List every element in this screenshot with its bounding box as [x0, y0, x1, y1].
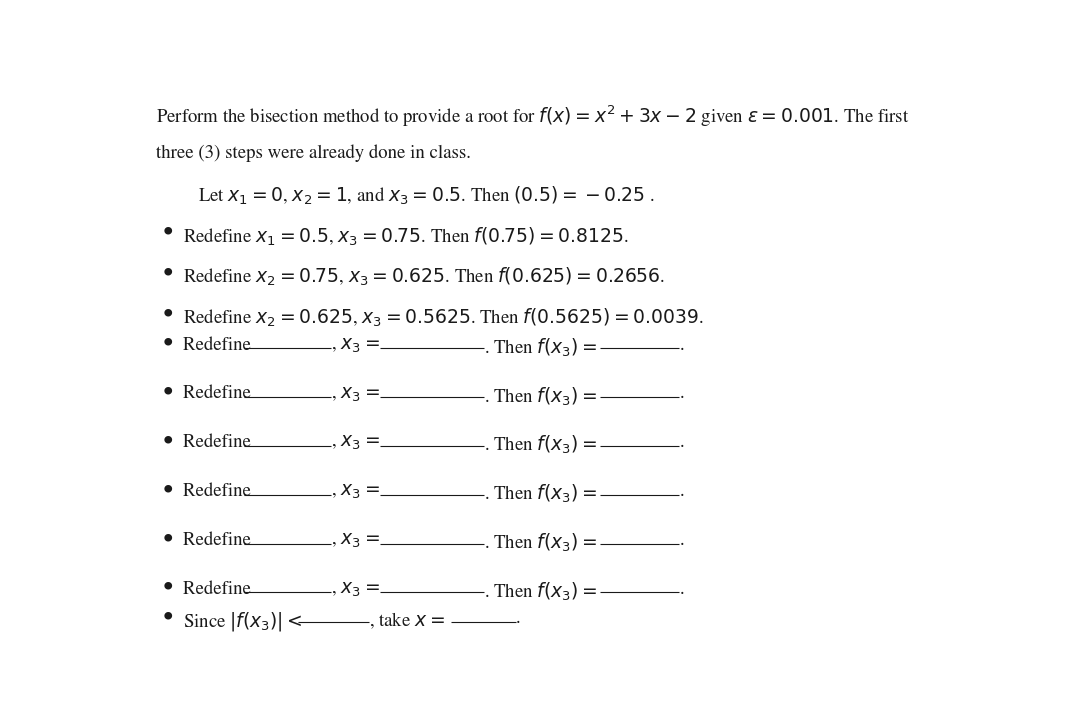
Text: Redefine: Redefine — [183, 337, 256, 353]
Text: Redefine: Redefine — [183, 581, 256, 598]
Text: . Then $f(x_3) = $: . Then $f(x_3) = $ — [484, 434, 598, 456]
Text: •: • — [163, 578, 173, 595]
Text: three (3) steps were already done in class.: three (3) steps were already done in cla… — [155, 144, 470, 162]
Text: , take $x = $: , take $x = $ — [369, 610, 445, 631]
Text: . Then $f(x_3) = $: . Then $f(x_3) = $ — [484, 337, 598, 359]
Text: .: . — [680, 532, 684, 549]
Text: . Then $f(x_3) = $: . Then $f(x_3) = $ — [484, 532, 598, 554]
Text: . Then $f(x_3) = $: . Then $f(x_3) = $ — [484, 483, 598, 505]
Text: .: . — [680, 581, 684, 598]
Text: .: . — [680, 434, 684, 451]
Text: •: • — [163, 304, 173, 321]
Text: , $x_3 = $: , $x_3 = $ — [331, 385, 380, 403]
Text: .: . — [680, 483, 684, 500]
Text: .: . — [680, 337, 684, 353]
Text: Redefine $x_1 = 0.5$, $x_3 = 0.75$. Then $f(0.75) = 0.8125$.: Redefine $x_1 = 0.5$, $x_3 = 0.75$. Then… — [183, 225, 629, 248]
Text: •: • — [163, 432, 173, 448]
Text: Let $x_1 = 0$, $x_2 = 1$, and $x_3 = 0.5$. Then $(0.5) = -0.25$ .: Let $x_1 = 0$, $x_2 = 1$, and $x_3 = 0.5… — [197, 184, 654, 207]
Text: Redefine: Redefine — [183, 483, 256, 500]
Text: .: . — [680, 385, 684, 403]
Text: .: . — [516, 610, 521, 627]
Text: •: • — [163, 263, 173, 280]
Text: •: • — [163, 608, 173, 624]
Text: •: • — [163, 529, 173, 546]
Text: •: • — [163, 480, 173, 497]
Text: Redefine: Redefine — [183, 434, 256, 451]
Text: . Then $f(x_3) = $: . Then $f(x_3) = $ — [484, 385, 598, 408]
Text: Redefine: Redefine — [183, 532, 256, 549]
Text: Redefine: Redefine — [183, 385, 256, 403]
Text: Since $|f(x_3)| < $: Since $|f(x_3)| < $ — [183, 610, 303, 634]
Text: , $x_3 = $: , $x_3 = $ — [331, 581, 380, 599]
Text: Redefine $x_2 = 0.625$, $x_3 = 0.5625$. Then $f(0.5625) = 0.0039$.: Redefine $x_2 = 0.625$, $x_3 = 0.5625$. … — [183, 307, 704, 329]
Text: . Then $f(x_3) = $: . Then $f(x_3) = $ — [484, 581, 598, 603]
Text: , $x_3 = $: , $x_3 = $ — [331, 434, 380, 453]
Text: , $x_3 = $: , $x_3 = $ — [331, 337, 380, 355]
Text: •: • — [163, 334, 173, 351]
Text: Redefine $x_2 = 0.75$, $x_3 = 0.625$. Then $f(0.625) = 0.2656$.: Redefine $x_2 = 0.75$, $x_3 = 0.625$. Th… — [183, 266, 666, 289]
Text: Perform the bisection method to provide a root for $f(x) = x^2 + 3x - 2$ given $: Perform the bisection method to provide … — [155, 103, 910, 129]
Text: , $x_3 = $: , $x_3 = $ — [331, 532, 380, 550]
Text: •: • — [163, 382, 173, 400]
Text: , $x_3 = $: , $x_3 = $ — [331, 483, 380, 501]
Text: •: • — [163, 222, 173, 240]
